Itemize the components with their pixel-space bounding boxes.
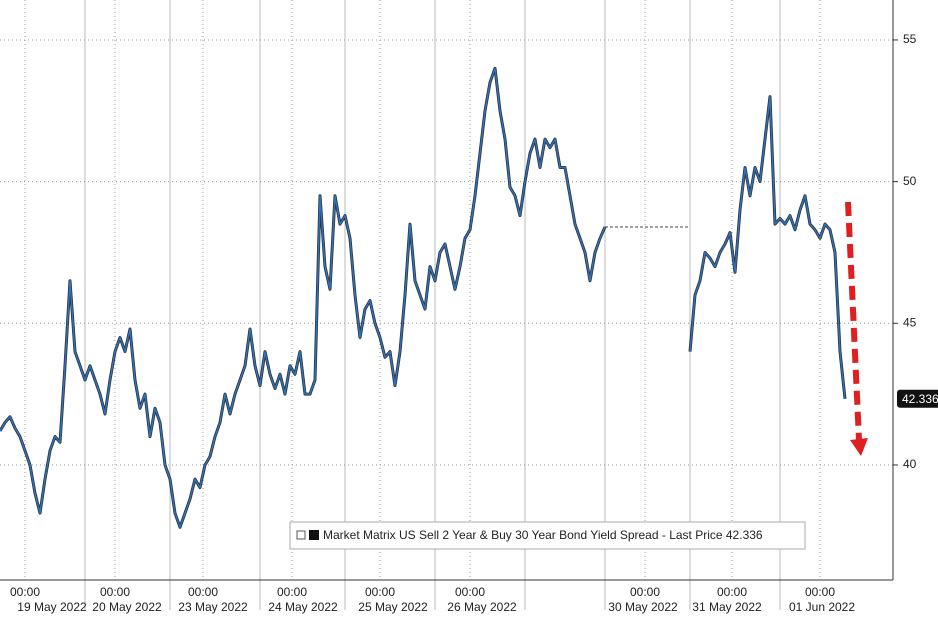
x-date-label: 01 Jun 2022 bbox=[789, 600, 855, 614]
x-tick-label: 00:00 bbox=[455, 585, 485, 599]
x-date-label: 19 May 2022 bbox=[17, 600, 87, 614]
y-tick-label: 50 bbox=[903, 174, 917, 188]
y-tick-label: 55 bbox=[903, 32, 917, 46]
x-tick-label: 00:00 bbox=[365, 585, 395, 599]
legend: Market Matrix US Sell 2 Year & Buy 30 Ye… bbox=[289, 521, 806, 550]
red-arrow bbox=[845, 201, 868, 456]
last-price-tag bbox=[897, 389, 938, 408]
legend-box bbox=[289, 521, 806, 550]
x-date-label: 20 May 2022 bbox=[92, 600, 162, 614]
x-date-label: 24 May 2022 bbox=[268, 600, 338, 614]
x-tick-label: 00:00 bbox=[717, 585, 747, 599]
x-tick-label: 00:00 bbox=[188, 585, 218, 599]
y-tick-label: 45 bbox=[903, 315, 917, 329]
y-tick-label: 40 bbox=[903, 457, 917, 471]
x-date-label: 31 May 2022 bbox=[692, 600, 762, 614]
x-date-label: 26 May 2022 bbox=[447, 600, 517, 614]
legend-swatch bbox=[309, 530, 319, 540]
x-tick-label: 00:00 bbox=[10, 585, 40, 599]
x-tick-label: 00:00 bbox=[277, 585, 307, 599]
series-line bbox=[689, 95, 846, 399]
last-price-label: 42.336 bbox=[902, 392, 938, 406]
x-date-label: 23 May 2022 bbox=[178, 600, 248, 614]
x-tick-label: 00:00 bbox=[805, 585, 835, 599]
x-date-label: 30 May 2022 bbox=[608, 600, 678, 614]
legend-swatch-frame bbox=[296, 530, 306, 540]
series-line bbox=[0, 67, 606, 528]
x-tick-label: 00:00 bbox=[100, 585, 130, 599]
x-tick-label: 00:00 bbox=[630, 585, 660, 599]
legend-label: Market Matrix US Sell 2 Year & Buy 30 Ye… bbox=[323, 528, 763, 542]
x-date-label: 25 May 2022 bbox=[358, 600, 428, 614]
